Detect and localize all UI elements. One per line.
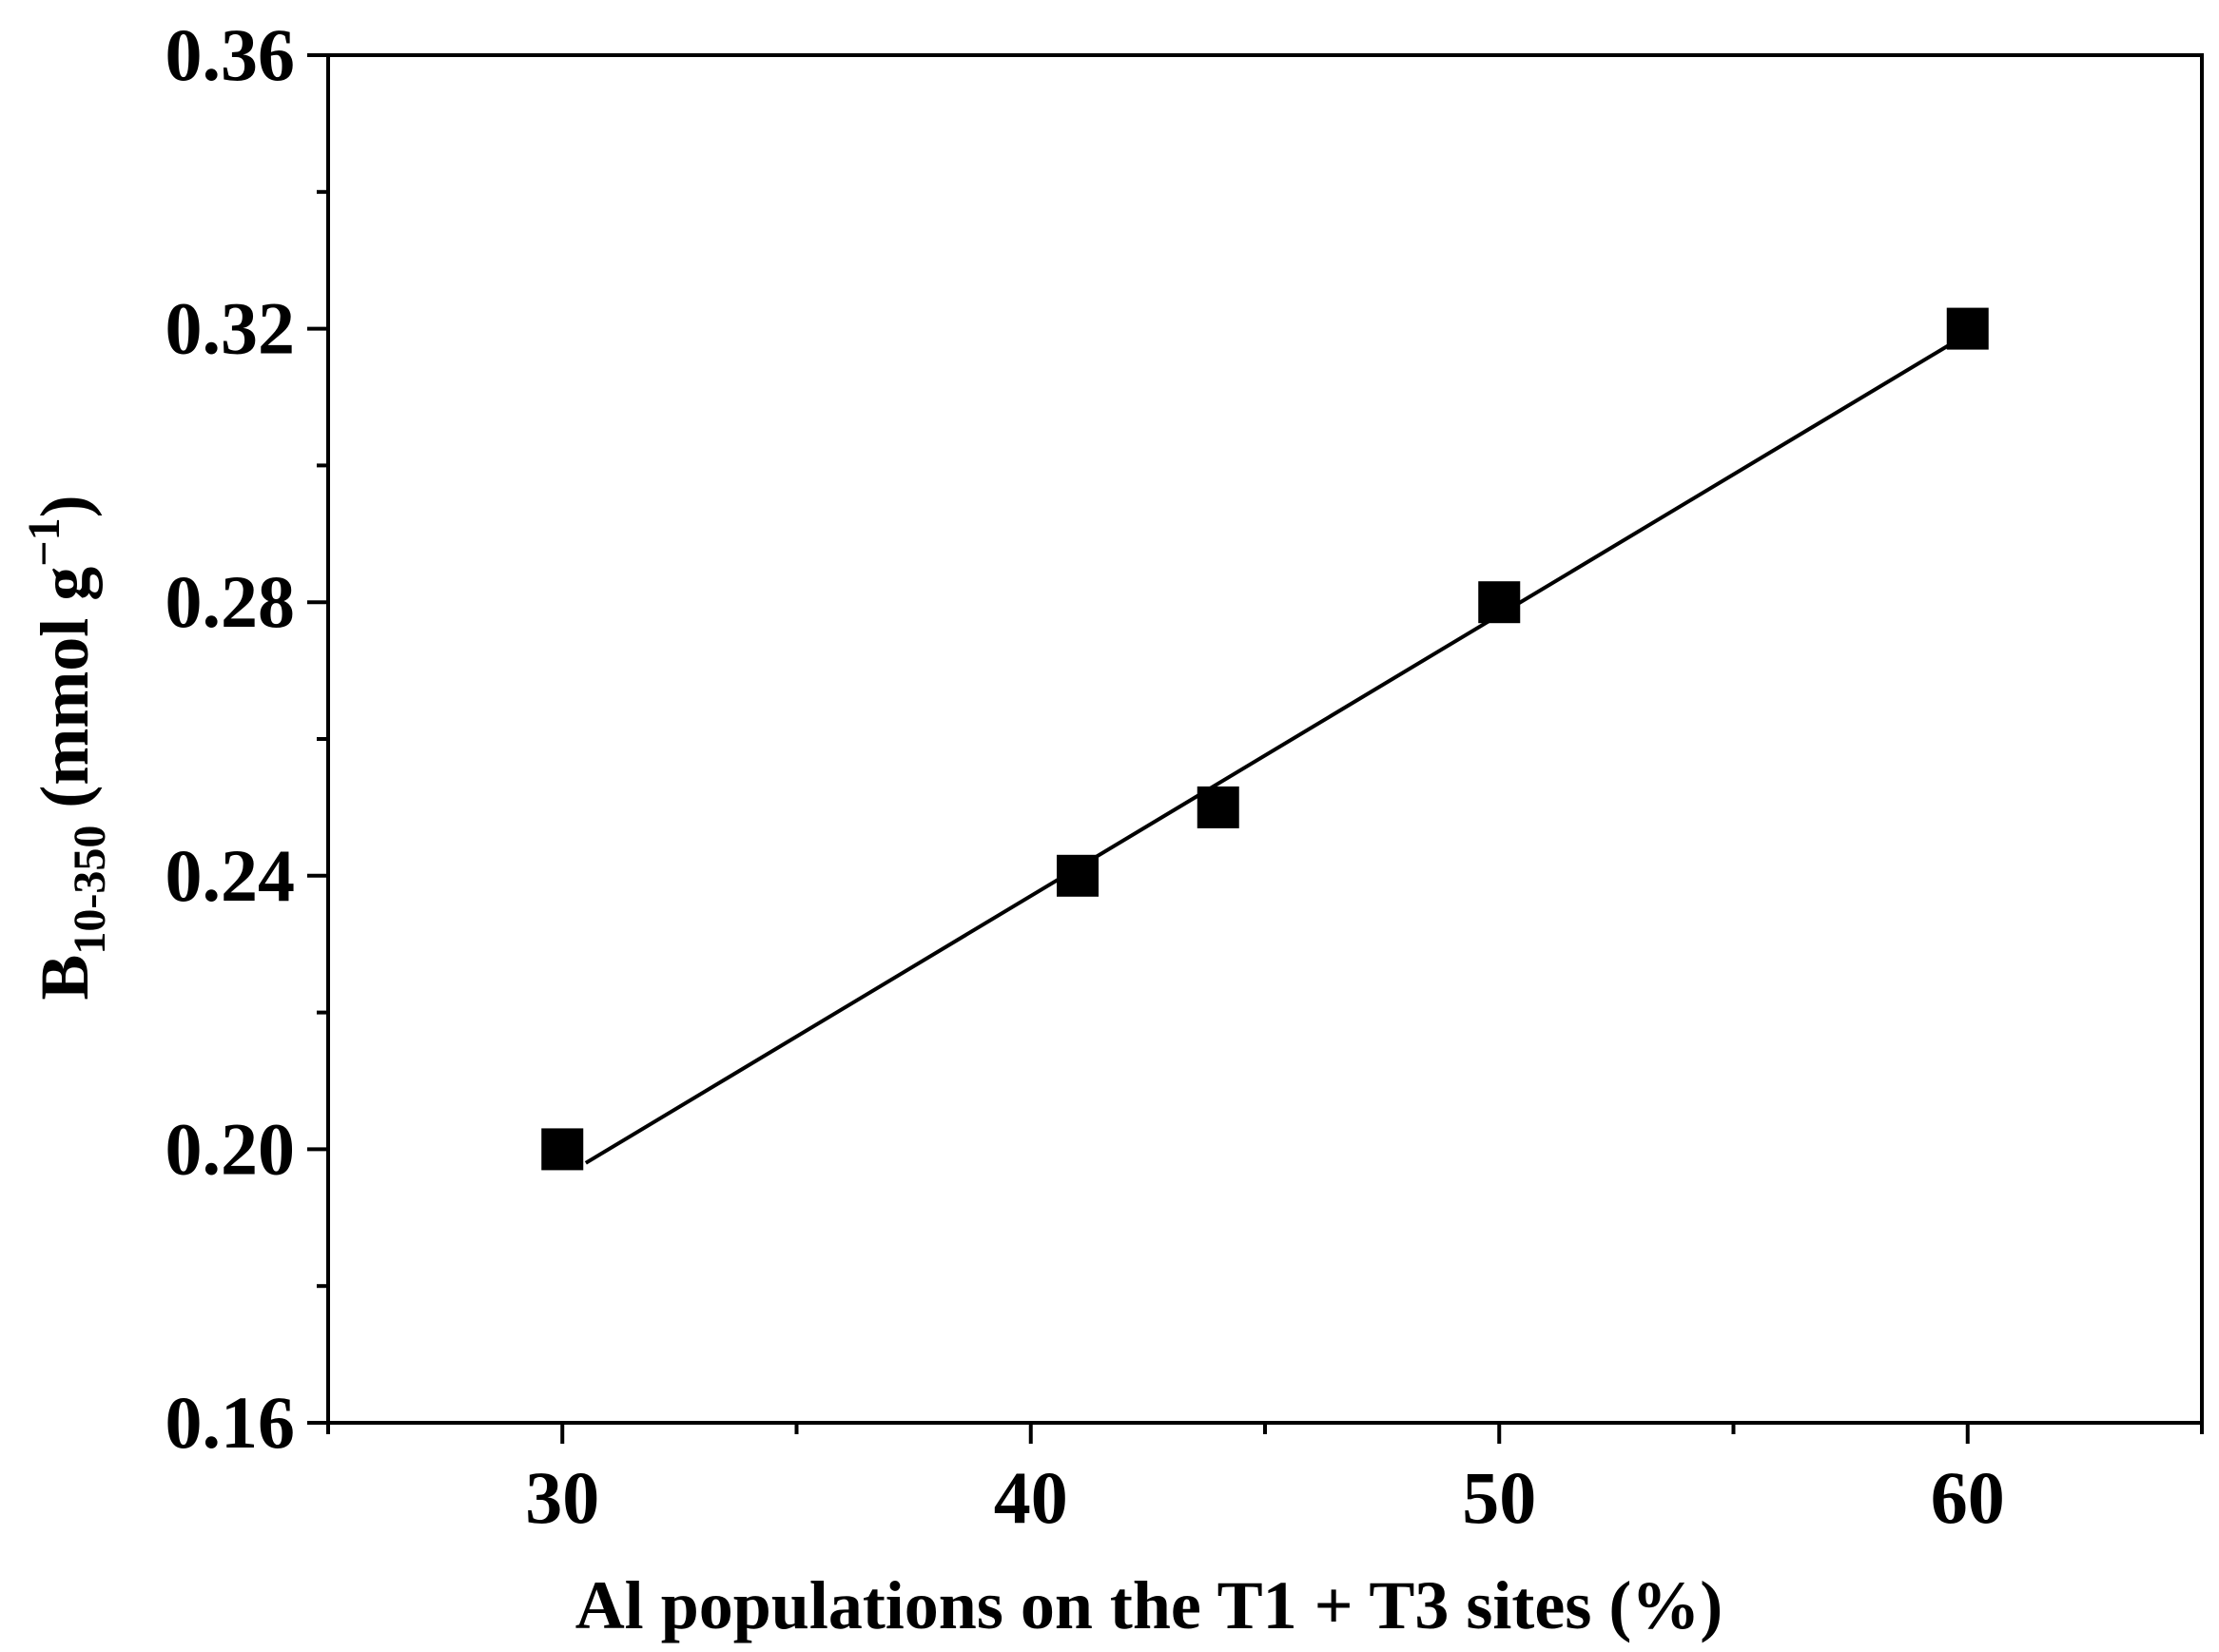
y-tick-label: 0.20 [165, 1107, 296, 1190]
y-tick-label: 0.28 [165, 560, 296, 643]
data-point [1478, 581, 1521, 624]
y-axis-title: B10-350 (mmol g−1) [19, 495, 115, 1000]
y-axis-title-unit: (mmol g [27, 567, 103, 826]
x-tick-label: 30 [525, 1456, 599, 1539]
data-point [1946, 307, 1989, 350]
y-axis-title-superscript: −1 [19, 517, 69, 566]
data-point [1197, 786, 1239, 828]
y-axis-title-main: B [27, 955, 103, 1001]
data-point [1057, 854, 1099, 897]
plot-area [326, 53, 2204, 1425]
y-tick-label: 0.16 [165, 1381, 296, 1464]
x-axis-title: Al populations on the T1 + T3 sites (%) [575, 1567, 1723, 1643]
x-tick-label: 40 [994, 1456, 1068, 1539]
fit-line [584, 340, 1956, 1165]
y-tick-label: 0.32 [165, 287, 296, 370]
plot-frame [326, 53, 2204, 1425]
axis-ticks [307, 53, 2204, 1444]
y-axis-title-suffix: ) [27, 495, 103, 517]
y-tick-label: 0.36 [165, 13, 296, 96]
tick-labels: 30 40 50 60 0.16 0.20 0.24 0.28 0.32 0.36 [165, 13, 2005, 1539]
x-tick-label: 50 [1462, 1456, 1536, 1539]
y-axis-title-subscript: 10-350 [65, 826, 115, 955]
data-points [541, 307, 1989, 1171]
data-point [541, 1128, 584, 1171]
y-tick-label: 0.24 [165, 834, 296, 917]
x-tick-label: 60 [1931, 1456, 2005, 1539]
fit-line-group [584, 340, 1956, 1165]
